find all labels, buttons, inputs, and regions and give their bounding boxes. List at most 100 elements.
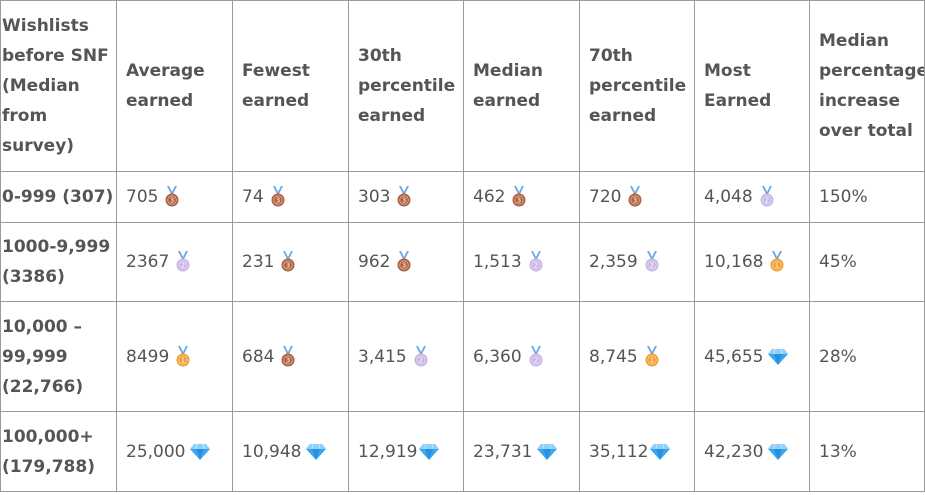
svg-text:3: 3 — [170, 197, 174, 205]
svg-text:3: 3 — [286, 356, 290, 364]
70th-percentile-earned-cell: 8,745 1 — [579, 301, 695, 412]
silver-medal-icon: 2 — [753, 186, 775, 207]
cell-value: 705 — [126, 187, 159, 207]
bronze-medal-icon: 3 — [274, 345, 296, 367]
average-earned-cell: 8499 1 — [116, 301, 233, 412]
cell-value: 962 — [358, 252, 391, 272]
row-label: 1000-9,999 (3386) — [0, 222, 117, 302]
30th-percentile-earned-cell: 962 3 — [348, 222, 464, 302]
header-median-earned: Median earned — [463, 0, 580, 172]
svg-text:2: 2 — [533, 262, 537, 270]
silver-medal-icon: 2 — [522, 345, 544, 367]
median-percentage-increase-cell: 150% — [809, 171, 925, 223]
70th-percentile-earned-cell: 720 3 — [579, 171, 695, 223]
cell-value: 462 — [473, 187, 506, 207]
diamond-icon — [763, 347, 789, 367]
bronze-medal-icon: 3 — [264, 186, 286, 207]
cell-value: 231 — [242, 252, 275, 272]
fewest-earned-cell: 74 3 — [232, 171, 349, 223]
header-30th-percentile: 30th percentile earned — [348, 0, 464, 172]
bronze-medal-icon: 3 — [158, 186, 180, 207]
cell-value: 25,000 — [126, 441, 186, 462]
bronze-medal-icon: 3 — [505, 186, 527, 207]
svg-text:1: 1 — [775, 262, 779, 270]
silver-medal-icon: 2 — [638, 251, 660, 272]
table-row: 10,000 – 99,999 (22,766) 8499 1 684 3 3,415 2 6… — [0, 301, 925, 412]
header-fewest-earned: Fewest earned — [232, 0, 349, 172]
median-earned-cell: 462 3 — [463, 171, 580, 223]
header-most-earned: Most Earned — [694, 0, 810, 172]
diamond-icon — [301, 442, 327, 462]
diamond-icon — [763, 442, 789, 462]
gold-medal-icon: 1 — [638, 345, 660, 367]
median-earned-cell: 1,513 2 — [463, 222, 580, 302]
cell-value: 8499 — [126, 346, 170, 367]
median-percentage-increase-cell: 45% — [809, 222, 925, 302]
header-wishlists: Wishlists before SNF (Median from survey… — [0, 0, 117, 172]
cell-value: 1,513 — [473, 252, 522, 272]
svg-text:2: 2 — [181, 262, 185, 270]
cell-value: 74 — [242, 187, 264, 207]
cell-value: 684 — [242, 346, 275, 367]
svg-text:2: 2 — [418, 356, 422, 364]
cell-value: 45,655 — [704, 346, 764, 367]
cell-value: 6,360 — [473, 346, 522, 367]
cell-value: 2367 — [126, 252, 170, 272]
svg-text:3: 3 — [402, 197, 406, 205]
svg-text:1: 1 — [649, 356, 653, 364]
table-row: 100,000+ (179,788) 25,000 10,948 12,919 23,7… — [0, 411, 925, 492]
table-row: 0-999 (307) 705 3 74 3 303 3 462 3 720 3 4,048 2 150% — [0, 171, 925, 223]
row-label: 100,000+ (179,788) — [0, 411, 117, 492]
median-percentage-increase-cell: 13% — [809, 411, 925, 492]
most-earned-cell: 45,655 — [694, 301, 810, 412]
svg-text:2: 2 — [764, 197, 768, 205]
svg-text:2: 2 — [533, 356, 537, 364]
cell-value: 12,919 — [358, 441, 418, 462]
cell-value: 23,731 — [473, 441, 533, 462]
most-earned-cell: 42,230 — [694, 411, 810, 492]
30th-percentile-earned-cell: 303 3 — [348, 171, 464, 223]
header-70th-percentile: 70th percentile earned — [579, 0, 695, 172]
most-earned-cell: 10,168 1 — [694, 222, 810, 302]
gold-medal-icon: 1 — [763, 251, 785, 272]
cell-value: 720 — [589, 187, 622, 207]
row-label: 10,000 – 99,999 (22,766) — [0, 301, 117, 412]
header-average-earned: Average earned — [116, 0, 233, 172]
median-earned-cell: 23,731 — [463, 411, 580, 492]
gold-medal-icon: 1 — [169, 345, 191, 367]
cell-value: 2,359 — [589, 252, 638, 272]
svg-text:3: 3 — [286, 262, 290, 270]
silver-medal-icon: 2 — [169, 251, 191, 272]
most-earned-cell: 4,048 2 — [694, 171, 810, 223]
bronze-medal-icon: 3 — [390, 251, 412, 272]
svg-text:1: 1 — [181, 356, 185, 364]
average-earned-cell: 705 3 — [116, 171, 233, 223]
diamond-icon — [532, 442, 558, 462]
fewest-earned-cell: 10,948 — [232, 411, 349, 492]
70th-percentile-earned-cell: 35,112 — [579, 411, 695, 492]
cell-value: 303 — [358, 187, 391, 207]
fewest-earned-cell: 684 3 — [232, 301, 349, 412]
svg-text:3: 3 — [275, 197, 279, 205]
average-earned-cell: 2367 2 — [116, 222, 233, 302]
cell-value: 10,948 — [242, 441, 302, 462]
cell-value: 3,415 — [358, 346, 407, 367]
svg-text:2: 2 — [649, 262, 653, 270]
30th-percentile-earned-cell: 3,415 2 — [348, 301, 464, 412]
median-earned-cell: 6,360 2 — [463, 301, 580, 412]
diamond-icon — [648, 442, 671, 462]
30th-percentile-earned-cell: 12,919 — [348, 411, 464, 492]
header-row: Wishlists before SNF (Median from survey… — [0, 0, 925, 172]
row-label: 0-999 (307) — [0, 171, 117, 223]
bronze-medal-icon: 3 — [390, 186, 412, 207]
svg-text:3: 3 — [402, 262, 406, 270]
cell-value: 35,112 — [589, 441, 649, 462]
median-percentage-increase-cell: 28% — [809, 301, 925, 412]
cell-value: 10,168 — [704, 252, 764, 272]
fewest-earned-cell: 231 3 — [232, 222, 349, 302]
diamond-icon — [185, 442, 211, 462]
cell-value: 8,745 — [589, 346, 638, 367]
table-row: 1000-9,999 (3386) 2367 2 231 3 962 3 1,513 2 2,35… — [0, 222, 925, 302]
cell-value: 4,048 — [704, 187, 753, 207]
